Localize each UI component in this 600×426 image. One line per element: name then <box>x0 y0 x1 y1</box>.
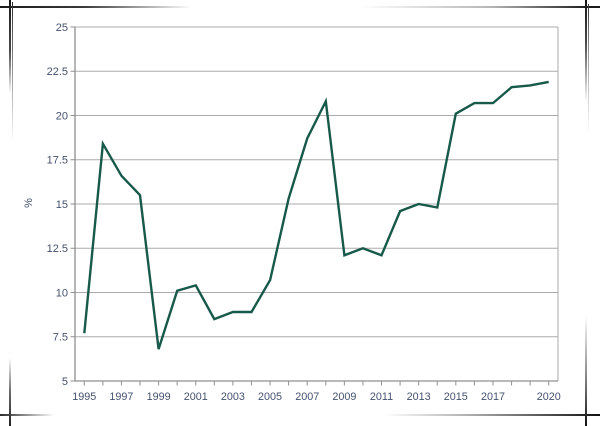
x-tick-label: 2003 <box>221 391 245 403</box>
y-tick-label: 7.5 <box>53 332 68 344</box>
y-tick-label: 22.5 <box>47 66 68 78</box>
y-tick-label: 25 <box>56 22 68 34</box>
x-tick-label: 2009 <box>332 391 356 403</box>
x-tick-label: 2001 <box>184 391 208 403</box>
y-tick-label: 5 <box>62 376 68 388</box>
x-tick-label: 2007 <box>295 391 319 403</box>
data-series-line <box>83 80 549 350</box>
y-tick-label: 15 <box>56 199 68 211</box>
x-tick-label: 1999 <box>147 391 171 403</box>
y-tick-label: 17.5 <box>47 155 68 167</box>
x-tick-label: 2005 <box>258 391 282 403</box>
x-tick-label: 2011 <box>370 391 393 403</box>
y-tick-label: 12.5 <box>47 243 68 255</box>
y-tick-label: 20 <box>56 110 68 122</box>
x-tick-label: 2017 <box>481 391 505 403</box>
y-axis-title: % <box>23 198 35 208</box>
x-tick-label: 1995 <box>72 391 96 403</box>
x-tick-label: 2015 <box>444 391 468 403</box>
x-tick-label: 2020 <box>537 391 561 403</box>
x-tick-label: 2013 <box>407 391 431 403</box>
y-tick-label: 10 <box>56 287 68 299</box>
x-tick-label: 1997 <box>109 391 133 403</box>
